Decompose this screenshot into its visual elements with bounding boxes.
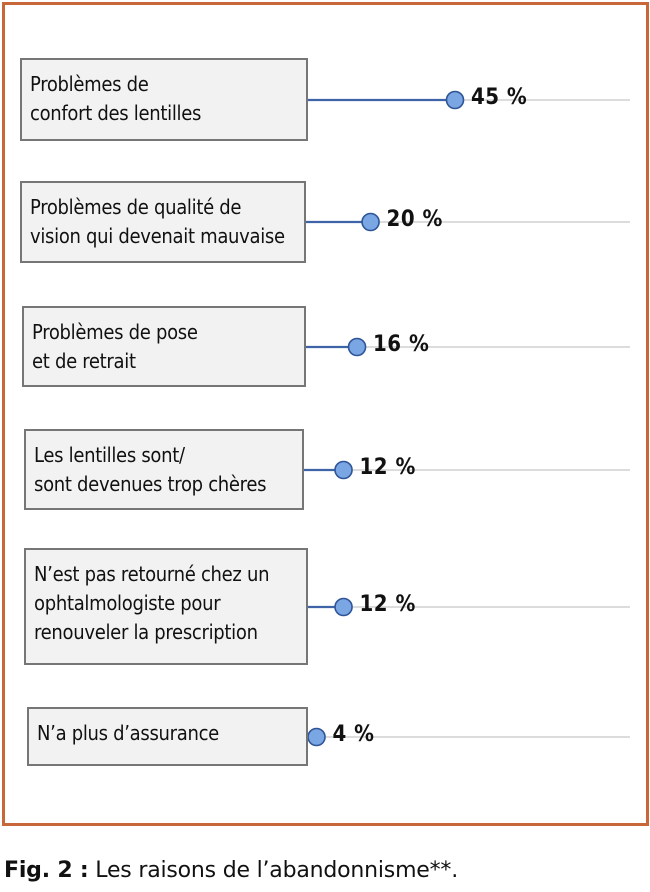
caption-label: Fig. 2 : bbox=[4, 858, 89, 883]
value-marker bbox=[445, 90, 465, 110]
category-label: Problèmes de qualité de vision qui deven… bbox=[20, 181, 306, 263]
value-marker bbox=[334, 460, 353, 480]
data-label: 12 % bbox=[359, 455, 416, 480]
chart bbox=[304, 90, 630, 747]
category-label: Problèmes de pose et de retrait bbox=[22, 306, 306, 387]
data-label: 16 % bbox=[373, 332, 430, 357]
figure-caption: Fig. 2 : Les raisons de l’abandonnisme**… bbox=[4, 858, 458, 883]
category-label: N’est pas retourné chez un ophtalmologis… bbox=[24, 548, 308, 665]
category-label: Problèmes de confort des lentilles bbox=[20, 58, 308, 141]
value-marker bbox=[347, 337, 367, 357]
category-label: Les lentilles sont/ sont devenues trop c… bbox=[24, 429, 304, 510]
data-label: 20 % bbox=[386, 207, 443, 232]
data-label: 45 % bbox=[471, 85, 528, 110]
value-marker bbox=[334, 597, 353, 617]
figure-frame bbox=[2, 2, 649, 826]
value-marker bbox=[307, 727, 326, 747]
data-label: 4 % bbox=[332, 722, 375, 747]
caption-text: Les raisons de l’abandonnisme**. bbox=[88, 858, 459, 883]
data-label: 12 % bbox=[359, 592, 416, 617]
value-marker bbox=[361, 212, 380, 232]
category-label: N’a plus d’assurance bbox=[27, 707, 308, 766]
